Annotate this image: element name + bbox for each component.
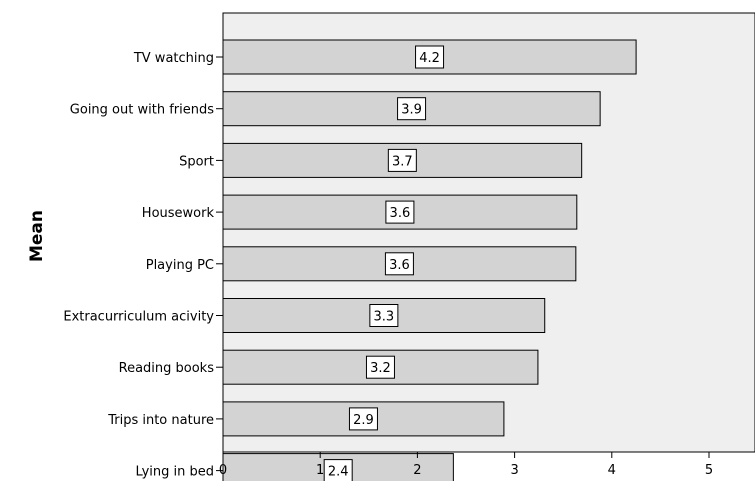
category-label: Trips into nature <box>107 413 214 428</box>
data-label: 2.9 <box>353 413 374 428</box>
category-label: Reading books <box>119 361 215 376</box>
data-label: 4.2 <box>419 51 440 66</box>
plot-background <box>222 12 755 453</box>
plot-area <box>222 12 755 453</box>
data-label: 3.9 <box>401 103 422 118</box>
y-axis-title: Mean <box>27 210 47 262</box>
category-label: Sport <box>179 154 214 169</box>
bars-group: 4.2 3.9 3.7 3.6 3.6 3.3 3.2 2.9 2.4 <box>222 39 637 481</box>
y-axis: TV watching Going out with friends Sport Ho… <box>63 51 223 480</box>
data-label-box <box>387 148 417 172</box>
data-label-box <box>323 459 353 481</box>
data-label-box <box>365 355 395 379</box>
data-label: 2.4 <box>328 465 349 480</box>
data-label-box <box>369 304 399 327</box>
category-label: Going out with friends <box>70 103 214 118</box>
x-tick-label: 2 <box>413 463 421 478</box>
data-label: 3.6 <box>390 206 411 221</box>
category-label: Lying in bed <box>136 465 214 480</box>
data-label: 3.2 <box>370 361 391 376</box>
x-axis: 0 1 2 3 4 5 <box>219 452 713 478</box>
data-label-box <box>384 252 414 276</box>
x-tick-label: 4 <box>608 463 616 478</box>
x-tick-label: 1 <box>316 463 324 478</box>
data-label-box <box>348 407 378 431</box>
data-label-box <box>397 97 427 121</box>
category-label: Housework <box>142 206 215 221</box>
data-label-box <box>415 45 445 69</box>
category-label: Playing PC <box>146 258 214 273</box>
x-tick-label: 5 <box>705 463 713 478</box>
data-label-box <box>385 200 415 224</box>
category-label: TV watching <box>133 51 214 66</box>
data-label: 3.6 <box>389 258 410 273</box>
data-label: 3.7 <box>392 154 413 169</box>
x-tick-label: 0 <box>219 463 227 478</box>
category-label: Extracurriculum acivity <box>63 310 214 325</box>
x-tick-label: 3 <box>510 463 518 478</box>
data-label: 3.3 <box>374 310 395 325</box>
